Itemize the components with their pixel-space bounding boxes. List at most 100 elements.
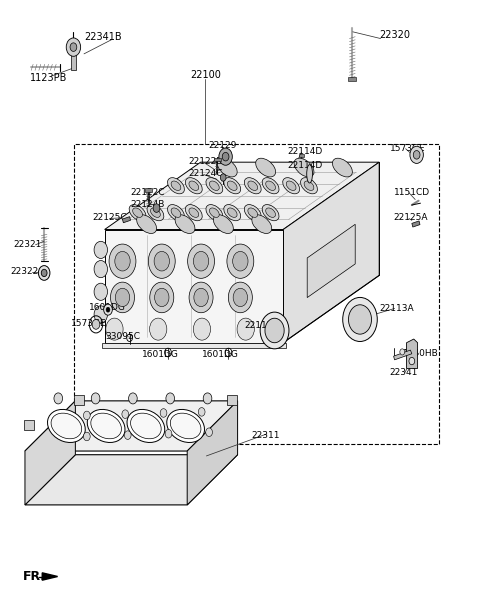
Polygon shape [214, 158, 221, 161]
Circle shape [148, 244, 175, 278]
Ellipse shape [266, 181, 276, 190]
Ellipse shape [189, 181, 199, 190]
Text: 22125A: 22125A [394, 214, 428, 222]
Circle shape [109, 244, 136, 278]
Ellipse shape [228, 208, 237, 217]
Circle shape [410, 146, 423, 163]
Text: 22322: 22322 [11, 267, 39, 276]
Ellipse shape [248, 181, 258, 190]
Text: 22112A: 22112A [245, 321, 279, 330]
Circle shape [206, 428, 213, 436]
Text: 1601DG: 1601DG [142, 351, 179, 359]
Polygon shape [394, 350, 412, 360]
Ellipse shape [262, 204, 279, 221]
Text: 33095C: 33095C [106, 332, 141, 341]
Polygon shape [227, 395, 237, 405]
Circle shape [198, 408, 205, 416]
Text: 22341B: 22341B [84, 32, 122, 42]
Polygon shape [348, 77, 356, 81]
Ellipse shape [224, 204, 240, 221]
Circle shape [150, 318, 167, 340]
Polygon shape [307, 225, 355, 297]
Text: 1601DG: 1601DG [202, 351, 239, 359]
Ellipse shape [224, 177, 240, 194]
Ellipse shape [185, 204, 202, 221]
Circle shape [129, 393, 137, 404]
Text: 22129: 22129 [209, 141, 237, 150]
Ellipse shape [189, 208, 199, 217]
Ellipse shape [151, 208, 160, 217]
Ellipse shape [137, 215, 156, 233]
Ellipse shape [171, 208, 181, 217]
Circle shape [222, 152, 229, 161]
Text: 22124C: 22124C [189, 170, 223, 178]
Circle shape [38, 266, 50, 280]
Ellipse shape [286, 181, 296, 190]
Ellipse shape [168, 204, 184, 221]
Circle shape [106, 318, 123, 340]
Circle shape [54, 393, 62, 404]
Ellipse shape [175, 215, 195, 233]
Circle shape [203, 393, 212, 404]
Ellipse shape [248, 208, 258, 217]
Circle shape [110, 282, 134, 313]
Circle shape [237, 318, 254, 340]
Ellipse shape [171, 181, 181, 190]
Polygon shape [122, 217, 131, 223]
Ellipse shape [185, 177, 202, 194]
Ellipse shape [304, 181, 314, 190]
Circle shape [91, 393, 100, 404]
Circle shape [94, 283, 108, 300]
Circle shape [193, 252, 209, 271]
Text: 22100: 22100 [190, 70, 221, 80]
Ellipse shape [131, 413, 161, 439]
Polygon shape [25, 401, 238, 451]
Polygon shape [407, 339, 418, 368]
Polygon shape [24, 420, 34, 430]
Ellipse shape [51, 413, 82, 439]
Circle shape [106, 307, 110, 312]
Polygon shape [102, 343, 286, 348]
Circle shape [104, 304, 112, 315]
Circle shape [115, 252, 130, 271]
Text: FR.: FR. [23, 570, 46, 583]
Circle shape [193, 318, 211, 340]
Circle shape [343, 297, 377, 341]
Circle shape [153, 204, 160, 212]
Text: 22114D: 22114D [287, 147, 322, 156]
Ellipse shape [214, 215, 233, 233]
Text: 22125C: 22125C [92, 214, 127, 222]
Polygon shape [105, 162, 379, 230]
Circle shape [227, 244, 254, 278]
Ellipse shape [91, 413, 121, 439]
Ellipse shape [228, 181, 237, 190]
Ellipse shape [244, 177, 261, 194]
Text: 22113A: 22113A [379, 304, 414, 313]
Ellipse shape [132, 208, 143, 217]
Circle shape [233, 288, 248, 307]
Circle shape [94, 261, 108, 278]
Text: 1140HB: 1140HB [403, 349, 439, 358]
Text: 22321: 22321 [13, 241, 42, 249]
Circle shape [166, 393, 175, 404]
Text: 22122B: 22122B [189, 157, 223, 166]
Circle shape [122, 410, 129, 419]
Circle shape [124, 431, 131, 439]
Ellipse shape [87, 409, 125, 442]
Circle shape [115, 288, 130, 307]
Circle shape [228, 282, 252, 313]
Text: 22114D: 22114D [287, 161, 322, 170]
Ellipse shape [127, 409, 165, 442]
Text: 1573GE: 1573GE [71, 319, 107, 327]
Circle shape [413, 151, 420, 159]
Circle shape [188, 244, 215, 278]
Ellipse shape [206, 204, 223, 221]
Ellipse shape [147, 204, 164, 221]
Text: 1601DG: 1601DG [89, 303, 126, 312]
Circle shape [92, 319, 100, 329]
Circle shape [348, 305, 372, 334]
Circle shape [41, 269, 47, 277]
Ellipse shape [294, 159, 314, 177]
Text: 22341: 22341 [390, 368, 418, 376]
Text: 22124B: 22124B [131, 200, 165, 209]
